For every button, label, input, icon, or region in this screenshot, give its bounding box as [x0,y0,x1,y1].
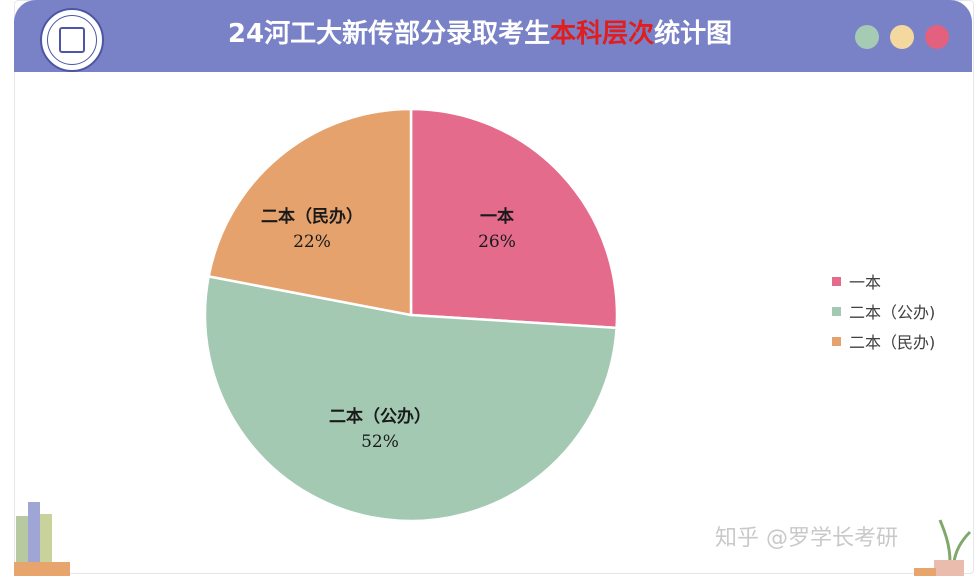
slice-label-yiben-name: 一本 [480,206,514,227]
legend-item-erben-public: 二本（公办) [832,296,935,326]
university-logo [40,8,104,72]
legend-item-erben-private: 二本（民办) [832,326,935,356]
books-decoration [14,502,70,576]
decor-dot-green [855,25,879,49]
logo-emblem [59,27,85,53]
legend-swatch-yiben [832,276,841,286]
decor-dot-yellow [890,25,914,49]
slice-yiben [409,107,619,330]
title-highlight: 本科层次 [550,19,655,49]
legend-label-erben-private: 二本（民办) [849,333,936,352]
logo-ring [47,15,97,65]
slice-erben-private [207,107,413,317]
legend-swatch-erben-public [832,306,841,316]
chart-title: 24河工大新传部分录取考生本科层次统计图 [120,12,840,56]
plant-decoration [914,519,972,576]
slice-label-yiben-value: 26% [478,232,516,252]
legend-item-yiben: 一本 [832,266,935,296]
chart-legend: 一本 二本（公办) 二本（民办) [832,266,935,356]
slice-label-erben-public-name: 二本（公办） [329,406,431,427]
slice-erben-public [203,274,618,523]
legend-label-yiben: 一本 [849,273,882,292]
legend-label-erben-public: 二本（公办) [849,303,936,322]
slice-label-erben-private-name: 二本（民办） [261,206,363,227]
title-bar [14,0,972,72]
watermark-text: 知乎 @罗学长考研 [715,526,898,551]
slice-label-erben-private-value: 22% [293,232,331,252]
decor-dot-pink [925,25,949,49]
legend-swatch-erben-private [832,336,841,346]
title-suffix: 统计图 [654,19,733,49]
title-prefix: 24河工大新传部分录取考生 [227,19,551,49]
slice-label-erben-public-value: 52% [361,432,399,452]
